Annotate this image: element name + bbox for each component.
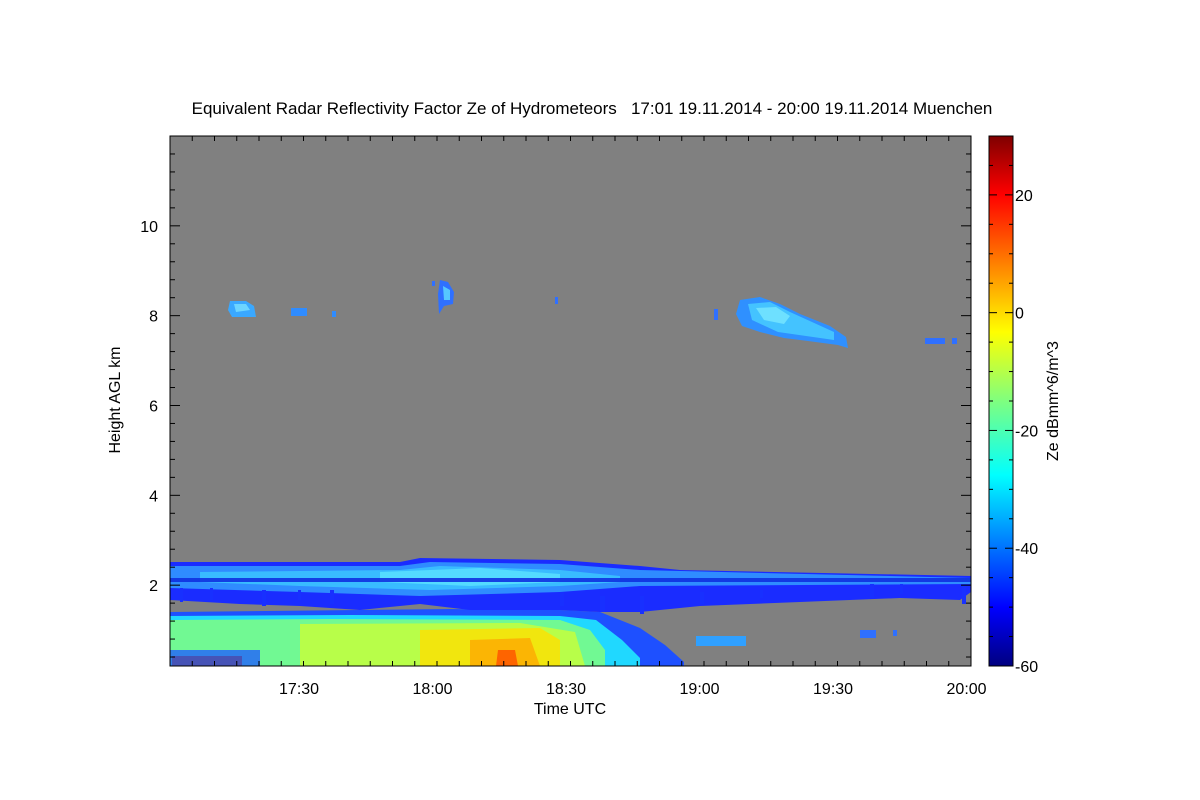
colorbar-label: Ze dBmm^6/m^3 xyxy=(1045,341,1062,461)
echo-layer xyxy=(170,280,971,666)
colorbar-ticks: 20 0 -20 -40 -60 xyxy=(989,164,1038,676)
x-tick-label: 17:30 xyxy=(279,681,319,698)
colorbar-tick-label: -60 xyxy=(1015,659,1038,676)
colorbar-tick-label: -20 xyxy=(1015,423,1038,440)
y-tick-label: 4 xyxy=(149,488,158,505)
y-tick-label: 6 xyxy=(149,398,158,415)
y-axis-label: Height AGL km xyxy=(107,346,124,453)
colorbar-tick-label: 0 xyxy=(1015,306,1024,323)
y-tick-label: 10 xyxy=(140,219,158,236)
x-tick-label: 19:30 xyxy=(813,681,853,698)
y-tick-label: 2 xyxy=(149,578,158,595)
y-tick-label: 8 xyxy=(149,309,158,326)
echo-lowlevel-rain xyxy=(170,609,684,666)
x-axis-label: Time UTC xyxy=(534,701,606,718)
x-tick-label: 19:00 xyxy=(680,681,720,698)
colorbar-tick-label: -40 xyxy=(1015,541,1038,558)
x-tick-label: 18:30 xyxy=(546,681,586,698)
x-tick-label: 18:00 xyxy=(413,681,453,698)
colorbar-tick-label: 20 xyxy=(1015,188,1033,205)
chart-title: Equivalent Radar Reflectivity Factor Ze … xyxy=(192,99,993,118)
echo-boundary-layer xyxy=(170,558,971,614)
x-tick-label: 20:00 xyxy=(947,681,987,698)
echo-highlevel-cells xyxy=(228,280,957,646)
y-axis-ticks: 2 4 6 8 10 xyxy=(140,135,971,658)
x-axis-ticks: 17:30 18:00 18:30 19:00 19:30 20:00 xyxy=(169,136,987,698)
